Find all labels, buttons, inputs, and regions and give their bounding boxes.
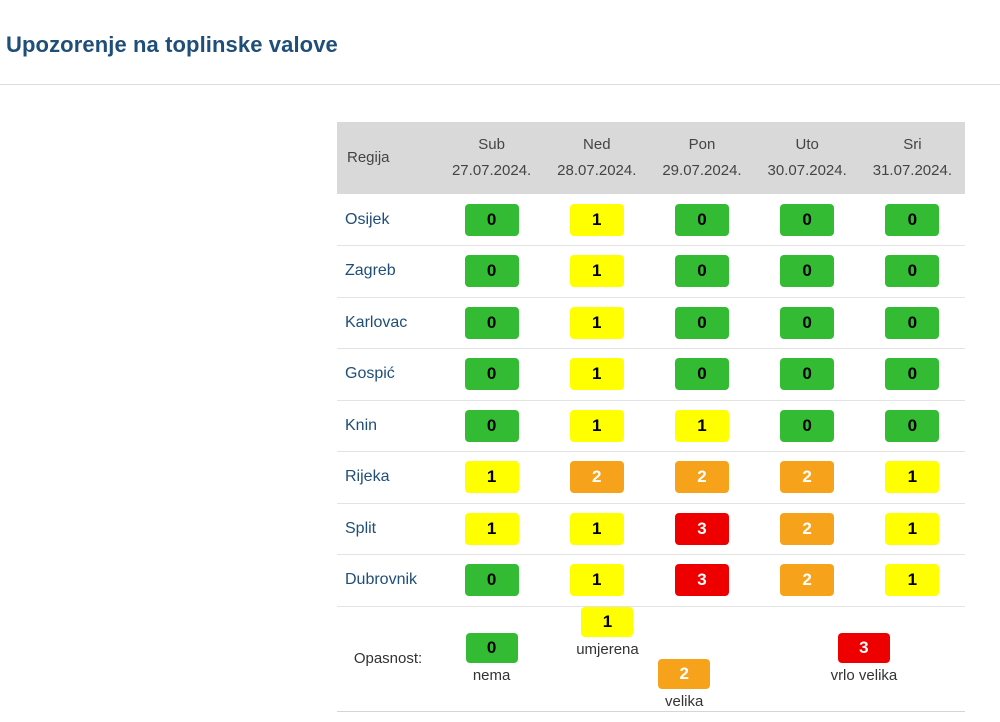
day-name: Sri bbox=[903, 136, 922, 153]
warning-level-badge: 2 bbox=[780, 461, 835, 494]
table-header-row: Regija Sub 27.07.2024. Ned 28.07.2024. Pon… bbox=[337, 122, 965, 194]
warning-level-badge: 2 bbox=[780, 512, 835, 545]
warning-level-badge: 0 bbox=[674, 255, 729, 288]
table-row: Karlovac 0 1 0 0 0 bbox=[337, 297, 965, 349]
warning-level-badge: 1 bbox=[569, 203, 624, 236]
warning-level-badge: 0 bbox=[464, 358, 519, 391]
warning-level-badge: 2 bbox=[569, 461, 624, 494]
warning-level-badge: 1 bbox=[885, 512, 940, 545]
table-row: Dubrovnik 0 1 3 2 1 bbox=[337, 555, 965, 606]
warning-level-badge: 0 bbox=[885, 203, 940, 236]
warning-level-badge: 3 bbox=[674, 564, 729, 597]
warning-level-badge: 1 bbox=[569, 512, 624, 545]
warning-level-badge: 0 bbox=[780, 409, 835, 442]
legend-level-badge: 2 bbox=[658, 658, 711, 689]
table-row: Gospić 0 1 0 0 0 bbox=[337, 349, 965, 400]
day-name: Sub bbox=[478, 136, 505, 153]
warning-level-badge: 1 bbox=[464, 461, 519, 494]
day-column-header: Uto 30.07.2024. bbox=[755, 122, 860, 194]
warning-level-badge: 0 bbox=[464, 203, 519, 236]
warning-level-badge: 2 bbox=[674, 461, 729, 494]
legend-level-badge: 1 bbox=[581, 606, 634, 637]
warning-level-badge: 0 bbox=[885, 358, 940, 391]
heatwave-warning-table: Regija Sub 27.07.2024. Ned 28.07.2024. Pon… bbox=[337, 122, 965, 712]
warning-level-badge: 0 bbox=[464, 564, 519, 597]
legend-item: 2 velika bbox=[658, 658, 711, 710]
warning-level-badge: 0 bbox=[780, 306, 835, 339]
table-row: Zagreb 0 1 0 0 0 bbox=[337, 246, 965, 297]
title-divider bbox=[0, 84, 1000, 85]
warning-level-badge: 1 bbox=[674, 409, 729, 442]
day-name: Ned bbox=[583, 136, 611, 153]
legend-text: umjerena bbox=[576, 640, 639, 658]
legend-row: Opasnost: 0 nema 1 umjerena 2 velika bbox=[337, 606, 965, 711]
warning-level-badge: 0 bbox=[464, 306, 519, 339]
warning-level-badge: 0 bbox=[885, 306, 940, 339]
region-link[interactable]: Zagreb bbox=[345, 262, 396, 280]
day-date: 29.07.2024. bbox=[662, 162, 742, 179]
region-link[interactable]: Karlovac bbox=[345, 313, 408, 331]
region-link[interactable]: Dubrovnik bbox=[345, 571, 418, 589]
warning-level-badge: 3 bbox=[674, 512, 729, 545]
region-link[interactable]: Rijeka bbox=[345, 468, 390, 486]
legend-level-badge: 0 bbox=[465, 632, 518, 663]
legend-item: 3 vrlo velika bbox=[830, 632, 898, 684]
day-column-header: Pon 29.07.2024. bbox=[649, 122, 754, 194]
day-name: Pon bbox=[688, 136, 716, 153]
warning-level-badge: 1 bbox=[885, 461, 940, 494]
day-column-header: Ned 28.07.2024. bbox=[544, 122, 649, 194]
day-column-header: Sub 27.07.2024. bbox=[439, 122, 544, 194]
warning-level-badge: 0 bbox=[674, 203, 729, 236]
region-link[interactable]: Gospić bbox=[345, 365, 395, 383]
day-date: 27.07.2024. bbox=[451, 162, 532, 179]
region-link[interactable]: Knin bbox=[345, 416, 378, 434]
legend-text: vrlo velika bbox=[830, 666, 898, 684]
warning-level-badge: 1 bbox=[569, 306, 624, 339]
warning-level-badge: 0 bbox=[780, 358, 835, 391]
day-date: 28.07.2024. bbox=[557, 162, 637, 179]
page-title: Upozorenje na toplinske valove bbox=[6, 32, 338, 57]
warning-level-badge: 0 bbox=[780, 203, 835, 236]
warning-level-badge: 0 bbox=[885, 409, 940, 442]
warning-level-badge: 0 bbox=[464, 409, 519, 442]
day-date: 30.07.2024. bbox=[767, 162, 847, 179]
warning-level-badge: 1 bbox=[885, 564, 940, 597]
table-row: Rijeka 1 2 2 2 1 bbox=[337, 452, 965, 503]
legend-text: nema bbox=[472, 666, 511, 684]
legend-text: velika bbox=[665, 692, 704, 710]
warning-level-badge: 1 bbox=[464, 512, 519, 545]
table-row: Osijek 0 1 0 0 0 bbox=[337, 194, 965, 246]
day-name: Uto bbox=[795, 136, 819, 153]
region-link[interactable]: Split bbox=[345, 519, 377, 537]
warning-level-badge: 1 bbox=[569, 358, 624, 391]
legend-level-badge: 3 bbox=[837, 632, 890, 663]
warning-level-badge: 0 bbox=[464, 255, 519, 288]
warning-level-badge: 1 bbox=[569, 409, 624, 442]
day-column-header: Sri 31.07.2024. bbox=[860, 122, 965, 194]
region-column-header: Regija bbox=[347, 149, 390, 166]
legend-item: 0 nema bbox=[465, 632, 518, 684]
warning-level-badge: 0 bbox=[674, 306, 729, 339]
table-row: Split 1 1 3 2 1 bbox=[337, 503, 965, 555]
region-link[interactable]: Osijek bbox=[345, 210, 390, 228]
warning-level-badge: 1 bbox=[569, 255, 624, 288]
warning-level-badge: 0 bbox=[674, 358, 729, 391]
table-row: Knin 0 1 1 0 0 bbox=[337, 400, 965, 452]
warning-level-badge: 0 bbox=[780, 255, 835, 288]
day-date: 31.07.2024. bbox=[872, 162, 952, 179]
legend-label: Opasnost: bbox=[353, 650, 423, 667]
legend-item: 1 umjerena bbox=[576, 606, 639, 658]
warning-level-badge: 1 bbox=[569, 564, 624, 597]
warning-level-badge: 0 bbox=[885, 255, 940, 288]
warning-level-badge: 2 bbox=[780, 564, 835, 597]
